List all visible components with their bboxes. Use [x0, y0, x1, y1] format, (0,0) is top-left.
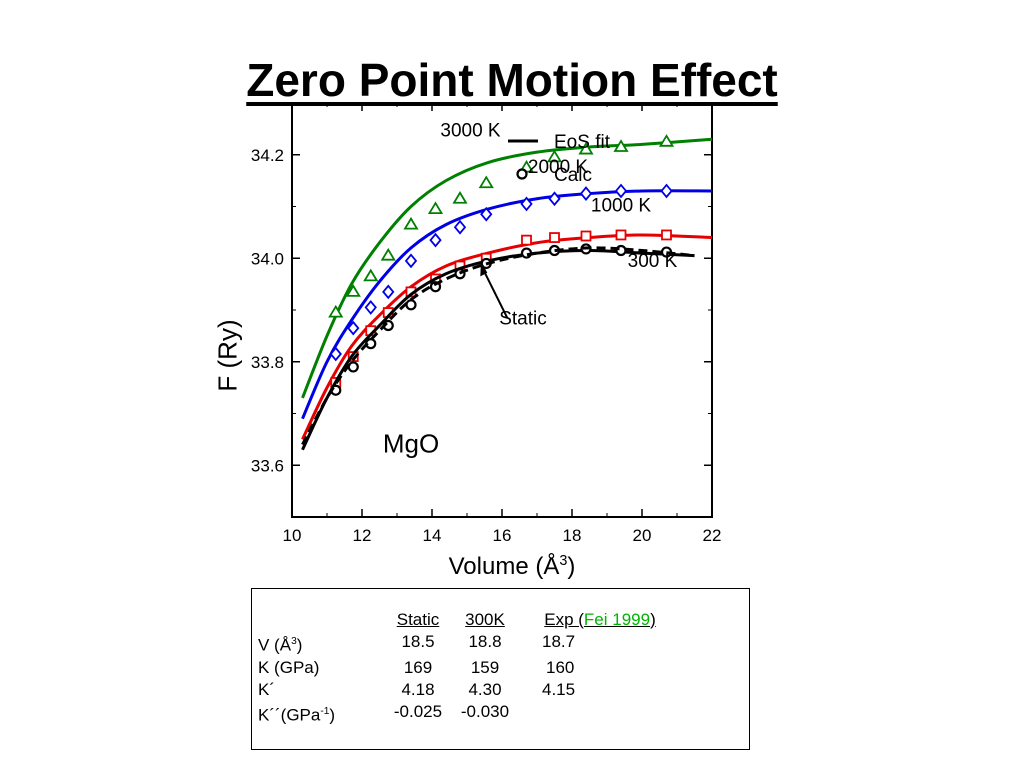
table-corner: [258, 609, 386, 631]
series-3000-k: [301, 134, 713, 399]
data-point: [453, 219, 467, 235]
cell-static: -0.025: [393, 701, 443, 721]
table-row: K´´(GPa-1) -0.025 -0.030: [258, 701, 680, 727]
data-point: [452, 190, 468, 204]
x-axis-label: Volume (Å3): [448, 553, 576, 580]
row-label: K´: [258, 679, 275, 699]
data-point: [403, 216, 419, 230]
data-point: [660, 183, 673, 199]
cell-exp: 18.7: [542, 632, 576, 651]
table-header-static: Static: [396, 610, 440, 629]
data-point: [380, 247, 396, 261]
y-tick-label: 33.6: [251, 456, 284, 475]
cell-300k: 18.8: [468, 632, 502, 651]
cell-static: 4.18: [401, 679, 435, 699]
data-point: [329, 346, 342, 362]
cell-exp: 4.15: [542, 679, 576, 699]
data-point: [427, 201, 444, 214]
data-point: [658, 134, 675, 147]
cell-static: 18.5: [401, 632, 435, 651]
data-point: [521, 234, 532, 246]
series-line: [301, 189, 713, 420]
data-point: [328, 304, 344, 318]
cell-exp: 160: [546, 657, 575, 677]
static-pointer-arrowhead: [480, 260, 488, 277]
data-point: [614, 183, 628, 199]
axis-ticks: 10 12 14 16 18 20 22 33.6 33.8 34.0 34.2: [251, 102, 722, 545]
cell-exp: [520, 701, 680, 727]
data-point: [613, 139, 629, 152]
series-layer: [301, 134, 713, 451]
cell-static: 169: [403, 657, 433, 677]
y-tick-label: 34.0: [251, 249, 284, 268]
series-line: [301, 248, 695, 451]
cell-300k: 4.30: [468, 679, 502, 699]
data-point: [580, 230, 592, 242]
annotation-300-k: 300 K: [628, 251, 678, 272]
table-row: K´ 4.18 4.30 4.15: [258, 679, 680, 701]
series-2000-k: [301, 183, 713, 420]
annotation-2000-k: 2000 K: [528, 157, 589, 178]
row-label: K´´(GPa-1): [258, 705, 336, 725]
annotation-mgo: MgO: [383, 428, 439, 458]
row-label: V (Å3): [258, 635, 303, 655]
free-energy-chart: 10 12 14 16 18 20 22 33.6 33.8 34.0 34.2 EoS fit Ca…: [251, 102, 722, 545]
x-tick-label: 22: [703, 526, 722, 545]
data-point: [347, 361, 359, 373]
series-line: [301, 246, 695, 446]
cell-300k: -0.030: [460, 701, 510, 721]
results-table-grid: Static 300K Exp (Fei 1999) V (Å3) 18.5 1…: [258, 609, 680, 726]
data-point: [549, 232, 560, 243]
annotation-3000-k: 3000 K: [440, 121, 501, 142]
row-label: K (GPa): [258, 657, 320, 677]
data-point: [347, 320, 360, 336]
data-point: [480, 206, 493, 222]
cell-300k: 159: [470, 657, 500, 677]
annotation-static: Static: [499, 308, 547, 329]
data-point: [478, 175, 494, 189]
citation-link[interactable]: Fei 1999: [583, 610, 651, 629]
table-header-row: Static 300K Exp (Fei 1999): [258, 609, 680, 631]
x-tick-label: 10: [283, 526, 302, 545]
x-tick-label: 16: [493, 526, 512, 545]
slide-title: Zero Point Motion Effect: [246, 53, 778, 106]
data-point: [615, 229, 627, 241]
table-header-300k: 300K: [465, 610, 505, 629]
series-line: [301, 233, 713, 441]
annotation-1000-k: 1000 K: [591, 196, 652, 217]
y-axis-label: F (Ry): [212, 319, 243, 392]
data-point: [661, 229, 672, 241]
results-table: Static 300K Exp (Fei 1999) V (Å3) 18.5 1…: [251, 588, 750, 750]
data-point: [578, 141, 594, 155]
data-point: [345, 284, 361, 297]
data-point: [363, 268, 379, 282]
table-header-exp: Exp (Fei 1999): [544, 610, 656, 629]
y-tick-label: 34.2: [251, 146, 284, 165]
series-line: [301, 137, 713, 399]
legend-circle-swatch: [516, 168, 528, 180]
series-300-k: [301, 243, 695, 451]
data-point: [548, 191, 561, 207]
series-static: [301, 246, 695, 446]
data-point: [579, 186, 593, 201]
legend: EoS fit Calc: [508, 132, 611, 186]
static-pointer-line: [481, 268, 509, 319]
table-row: V (Å3) 18.5 18.8 18.7: [258, 631, 680, 657]
table-row: K (GPa) 169 159 160: [258, 657, 680, 679]
data-point: [404, 253, 418, 269]
data-point: [546, 149, 563, 163]
legend-label-calc: Calc: [554, 165, 592, 186]
y-tick-label: 33.8: [251, 353, 284, 372]
x-tick-label: 20: [633, 526, 652, 545]
x-tick-label: 14: [423, 526, 442, 545]
data-point: [382, 284, 395, 300]
legend-label-eos: EoS fit: [554, 132, 611, 153]
x-tick-label: 18: [563, 526, 582, 545]
data-point: [520, 196, 533, 212]
x-tick-label: 12: [353, 526, 372, 545]
data-point: [429, 232, 442, 248]
data-point: [364, 300, 377, 315]
data-point: [405, 299, 417, 311]
